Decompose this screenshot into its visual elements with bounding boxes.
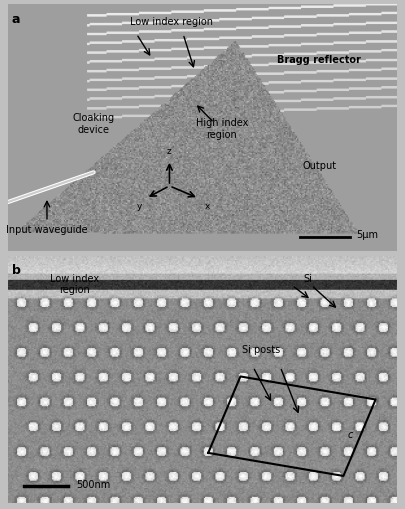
- Text: Si posts: Si posts: [242, 345, 280, 355]
- Text: b: b: [12, 264, 21, 276]
- Text: z: z: [167, 147, 172, 156]
- Text: Input waveguide: Input waveguide: [6, 224, 88, 235]
- Text: Output: Output: [302, 160, 336, 171]
- Text: c: c: [347, 429, 353, 439]
- Text: Low index
region: Low index region: [50, 273, 99, 295]
- Text: Si: Si: [304, 273, 313, 284]
- Text: Bragg reflector: Bragg reflector: [277, 54, 361, 65]
- Text: 500nm: 500nm: [76, 479, 111, 489]
- Text: a: a: [12, 13, 21, 25]
- Text: y: y: [137, 202, 142, 210]
- Text: 5μm: 5μm: [356, 230, 378, 240]
- Text: Low index region: Low index region: [130, 17, 213, 27]
- Text: High index
region: High index region: [196, 118, 248, 139]
- Text: x: x: [205, 202, 210, 210]
- Text: Cloaking
device: Cloaking device: [72, 113, 115, 134]
